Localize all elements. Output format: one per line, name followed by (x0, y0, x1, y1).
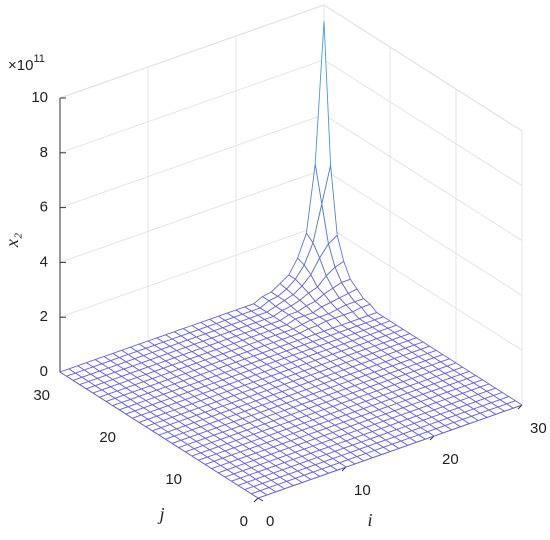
z-tick-label: 4 (40, 253, 48, 270)
grid-line (59, 114, 325, 209)
z-tick-label: 2 (40, 308, 48, 325)
z-tick-label: 10 (31, 89, 48, 106)
x-tick-label: 20 (442, 451, 459, 468)
z-tick-label: 6 (40, 199, 48, 216)
x-axis-label: i (367, 510, 372, 530)
y-tick-label: 0 (240, 513, 248, 530)
grid-line (59, 59, 325, 154)
z-tick-label: 8 (40, 144, 48, 161)
x-tick-label: 0 (266, 513, 274, 530)
y-tick-label: 10 (165, 471, 182, 488)
z-tick-label: 0 (40, 363, 48, 380)
z-axis-label: x₂ (2, 233, 22, 248)
grid-line (59, 168, 325, 263)
exponent-label: ×1011 (8, 53, 45, 74)
y-axis-label: j (157, 504, 164, 524)
exponent-base: ×10 (8, 57, 33, 74)
mesh-cell (250, 490, 268, 499)
y-tick-label: 30 (33, 387, 50, 404)
grid-line (323, 59, 523, 187)
grid-line (323, 223, 523, 351)
grid-line (59, 223, 325, 318)
x-tick-label: 30 (530, 420, 547, 437)
y-tick (257, 497, 264, 502)
exponent-power: 11 (33, 53, 44, 65)
x-tick-label: 10 (354, 482, 371, 499)
y-tick-label: 20 (99, 429, 116, 446)
grid-line (323, 168, 523, 296)
grid-line (323, 114, 523, 242)
x-tick (253, 497, 259, 503)
grid-line (323, 4, 523, 132)
grid-line (59, 4, 325, 99)
